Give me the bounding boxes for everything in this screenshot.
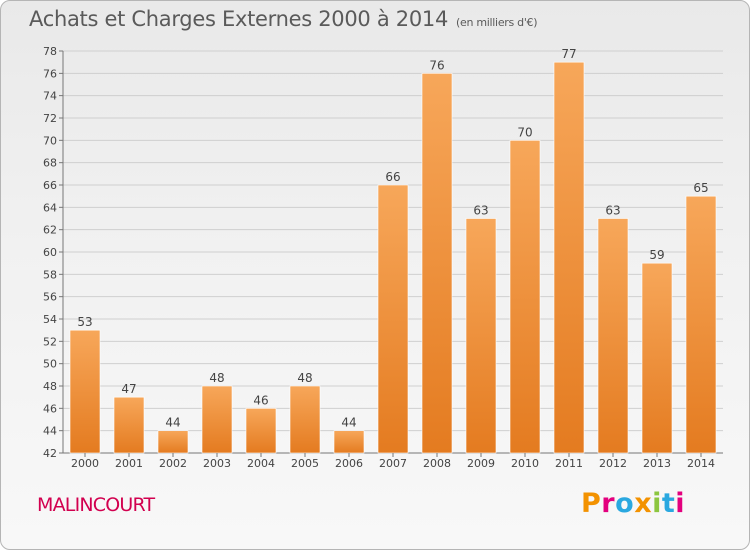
bar — [553, 61, 585, 454]
bar-value-label: 53 — [77, 315, 92, 329]
bar — [333, 430, 365, 454]
y-tick-label: 46 — [43, 402, 57, 415]
x-tick-label: 2001 — [115, 457, 143, 470]
bar-value-label: 48 — [297, 371, 312, 385]
chart-subtitle: (en milliers d'€) — [456, 16, 538, 29]
bar — [69, 329, 101, 454]
bar-value-label: 63 — [605, 204, 620, 218]
bar — [685, 195, 717, 454]
bar — [377, 184, 409, 454]
y-tick-label: 76 — [43, 67, 57, 80]
bar — [289, 385, 321, 454]
chart-title-text: Achats et Charges Externes 2000 à 2014 — [29, 7, 449, 31]
y-tick-label: 48 — [43, 380, 57, 393]
y-tick-label: 66 — [43, 179, 57, 192]
bar-value-label: 65 — [693, 181, 708, 195]
bar-value-label: 44 — [165, 416, 180, 430]
bar — [597, 218, 629, 454]
x-tick-label: 2000 — [71, 457, 99, 470]
bar — [245, 408, 277, 454]
x-tick-label: 2008 — [423, 457, 451, 470]
y-tick-label: 54 — [43, 313, 57, 326]
y-tick-label: 60 — [43, 246, 57, 259]
x-tick-label: 2003 — [203, 457, 231, 470]
bar-value-label: 76 — [429, 58, 444, 72]
bar — [465, 218, 497, 454]
bar — [201, 385, 233, 454]
bar — [509, 140, 541, 454]
town-name: MALINCOURT — [37, 494, 155, 516]
bar-value-label: 70 — [517, 125, 532, 139]
y-tick-label: 50 — [43, 358, 57, 371]
logo-letter: P — [581, 488, 602, 519]
y-tick-label: 56 — [43, 291, 57, 304]
y-tick-label: 78 — [43, 45, 57, 58]
y-tick-label: 52 — [43, 335, 57, 348]
x-tick-label: 2009 — [467, 457, 495, 470]
chart-title: Achats et Charges Externes 2000 à 2014 (e… — [29, 7, 538, 31]
x-tick-label: 2004 — [247, 457, 275, 470]
bar-value-label: 44 — [341, 416, 356, 430]
x-tick-label: 2007 — [379, 457, 407, 470]
y-tick-label: 68 — [43, 157, 57, 170]
y-tick-label: 44 — [43, 425, 57, 438]
logo-letter: x — [634, 488, 653, 519]
proxiti-logo: Proxiti — [581, 488, 685, 519]
x-tick-label: 2013 — [643, 457, 671, 470]
logo-letter: t — [661, 488, 676, 519]
bar-value-label: 66 — [385, 170, 400, 184]
bar-value-label: 47 — [121, 382, 136, 396]
bar-value-label: 77 — [561, 47, 576, 61]
x-tick-label: 2006 — [335, 457, 363, 470]
bar-value-label: 48 — [209, 371, 224, 385]
x-tick-label: 2010 — [511, 457, 539, 470]
x-tick-label: 2014 — [687, 457, 715, 470]
bar-value-label: 63 — [473, 204, 488, 218]
y-tick-label: 42 — [43, 447, 57, 460]
x-tick-label: 2005 — [291, 457, 319, 470]
bar-value-label: 59 — [649, 248, 664, 262]
y-tick-label: 58 — [43, 268, 57, 281]
y-tick-label: 70 — [43, 134, 57, 147]
y-tick-label: 74 — [43, 90, 57, 103]
bar-value-label: 46 — [253, 393, 268, 407]
x-tick-label: 2002 — [159, 457, 187, 470]
bar — [641, 262, 673, 454]
x-tick-label: 2012 — [599, 457, 627, 470]
bar — [113, 396, 145, 454]
bar — [421, 73, 453, 454]
x-tick-label: 2011 — [555, 457, 583, 470]
logo-letter: i — [675, 488, 686, 519]
logo-letter: o — [615, 488, 635, 519]
logo-letter: r — [601, 488, 616, 519]
bar — [157, 430, 189, 454]
y-tick-label: 64 — [43, 201, 57, 214]
logo-letter: i — [652, 488, 662, 519]
y-tick-label: 62 — [43, 224, 57, 237]
y-tick-label: 72 — [43, 112, 57, 125]
